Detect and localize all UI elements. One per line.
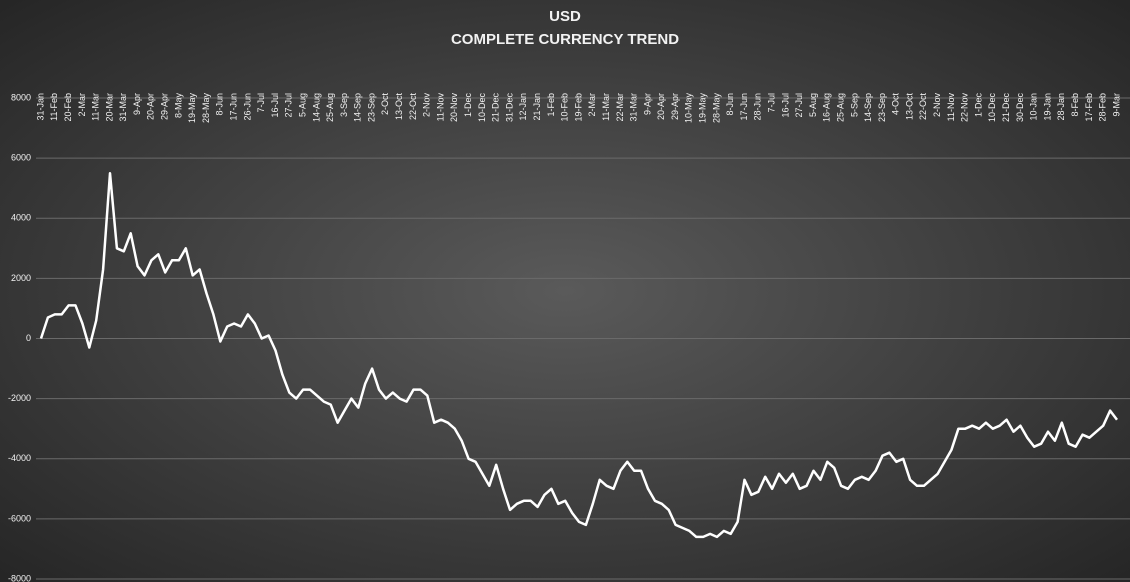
x-tick-label: 13-Oct	[394, 93, 404, 121]
x-tick-label: 28-Jan	[1056, 93, 1066, 121]
x-tick-label: 11-Mar	[91, 93, 101, 121]
x-tick-label: 21-Dec	[1001, 93, 1011, 123]
x-tick-label: 2-Nov	[932, 93, 942, 118]
x-tick-label: 1-Feb	[546, 93, 556, 117]
x-tick-label: 12-Jan	[518, 93, 528, 121]
x-tick-label: 20-Mar	[104, 93, 114, 122]
x-tick-label: 23-Sep	[366, 93, 376, 122]
x-tick-label: 9-Apr	[132, 93, 142, 115]
x-tick-label: 20-Feb	[63, 93, 73, 122]
x-tick-label: 19-May	[698, 93, 708, 124]
x-tick-label: 31-Dec	[504, 93, 514, 123]
x-tick-label: 8-Jun	[725, 93, 735, 116]
x-tick-label: 11-Mar	[601, 93, 611, 121]
x-tick-label: 29-Apr	[160, 93, 170, 120]
x-tick-label: 20-Nov	[449, 93, 459, 123]
x-tick-label: 28-Feb	[1098, 93, 1108, 122]
y-tick-label: -4000	[8, 453, 31, 463]
x-tick-label: 16-Jul	[270, 93, 280, 118]
x-tick-label: 21-Jan	[532, 93, 542, 121]
x-tick-label: 22-Oct	[408, 93, 418, 121]
x-tick-label: 5-Sep	[849, 93, 859, 117]
x-tick-label: 23-Sep	[877, 93, 887, 122]
x-tick-label: 27-Jul	[794, 93, 804, 118]
y-tick-label: -8000	[8, 573, 31, 582]
x-tick-label: 3-Sep	[339, 93, 349, 117]
x-tick-label: 14-Sep	[353, 93, 363, 122]
x-tick-label: 28-May	[711, 93, 721, 124]
x-tick-label: 10-Dec	[477, 93, 487, 123]
x-tick-label: 19-Feb	[573, 93, 583, 122]
x-tick-label: 19-Jan	[1042, 93, 1052, 121]
x-tick-label: 7-Jul	[256, 93, 266, 113]
x-tick-label: 14-Aug	[311, 93, 321, 122]
x-tick-label: 5-Aug	[808, 93, 818, 117]
x-tick-label: 8-May	[173, 93, 183, 119]
y-tick-label: 0	[26, 333, 31, 343]
x-tick-label: 31-Jan	[35, 93, 45, 121]
x-tick-label: 20-Apr	[146, 93, 156, 120]
x-tick-label: 28-Jun	[753, 93, 763, 121]
x-tick-label: 25-Aug	[325, 93, 335, 122]
x-tick-label: 29-Apr	[670, 93, 680, 120]
x-tick-label: 11-Feb	[49, 93, 59, 121]
x-tick-label: 21-Dec	[491, 93, 501, 123]
x-tick-label: 2-Oct	[380, 93, 390, 116]
line	[39, 171, 1118, 539]
y-tick-label: 8000	[11, 92, 31, 102]
x-tick-label: 8-Jun	[215, 93, 225, 116]
x-tick-label: 17-Jun	[739, 93, 749, 121]
x-tick-label: 9-Apr	[642, 93, 652, 115]
x-tick-label: 11-Nov	[435, 93, 445, 122]
x-tick-label: 4-Oct	[891, 93, 901, 116]
x-tick-label: 17-Feb	[1084, 93, 1094, 122]
y-tick-label: -2000	[8, 393, 31, 403]
x-tick-label: 30-Dec	[1015, 93, 1025, 123]
x-tick-label: 19-May	[187, 93, 197, 124]
x-tick-label: 28-May	[201, 93, 211, 124]
x-tick-label: 22-Nov	[960, 93, 970, 123]
x-tick-label: 20-Apr	[656, 93, 666, 120]
y-tick-label: 4000	[11, 213, 31, 223]
x-tick-label: 10-Feb	[560, 93, 570, 122]
x-tick-label: 27-Jul	[284, 93, 294, 118]
y-tick-label: -6000	[8, 513, 31, 523]
x-tick-label: 10-Dec	[987, 93, 997, 123]
x-tick-label: 22-Mar	[615, 93, 625, 122]
x-tick-label: 5-Aug	[297, 93, 307, 117]
y-tick-label: 6000	[11, 153, 31, 163]
x-tick-label: 1-Dec	[463, 93, 473, 118]
x-tick-label: 31-Mar	[629, 93, 639, 122]
x-tick-label: 11-Nov	[946, 93, 956, 122]
x-tick-label: 31-Mar	[118, 93, 128, 122]
chart-title: USD	[549, 8, 581, 25]
x-tick-label: 22-Oct	[918, 93, 928, 121]
chart-subtitle: COMPLETE CURRENCY TREND	[451, 31, 679, 48]
y-tick-label: 2000	[11, 273, 31, 283]
x-tick-label: 10-May	[684, 93, 694, 124]
x-tick-label: 25-Aug	[835, 93, 845, 122]
x-tick-label: 2-Nov	[422, 93, 432, 118]
x-tick-label: 17-Jun	[229, 93, 239, 121]
x-tick-label: 26-Jun	[242, 93, 252, 121]
x-tick-label: 2-Mar	[587, 93, 597, 117]
x-tick-label: 16-Aug	[822, 93, 832, 122]
x-tick-label: 13-Oct	[904, 93, 914, 121]
x-tick-label: 8-Feb	[1070, 93, 1080, 117]
x-tick-label: 9-Mar	[1111, 93, 1121, 117]
x-tick-label: 16-Jul	[780, 93, 790, 118]
x-tick-label: 2-Mar	[77, 93, 87, 117]
x-tick-label: 10-Jan	[1029, 93, 1039, 121]
x-tick-label: 14-Sep	[863, 93, 873, 122]
x-tick-label: 1-Dec	[973, 93, 983, 118]
x-tick-label: 7-Jul	[767, 93, 777, 113]
